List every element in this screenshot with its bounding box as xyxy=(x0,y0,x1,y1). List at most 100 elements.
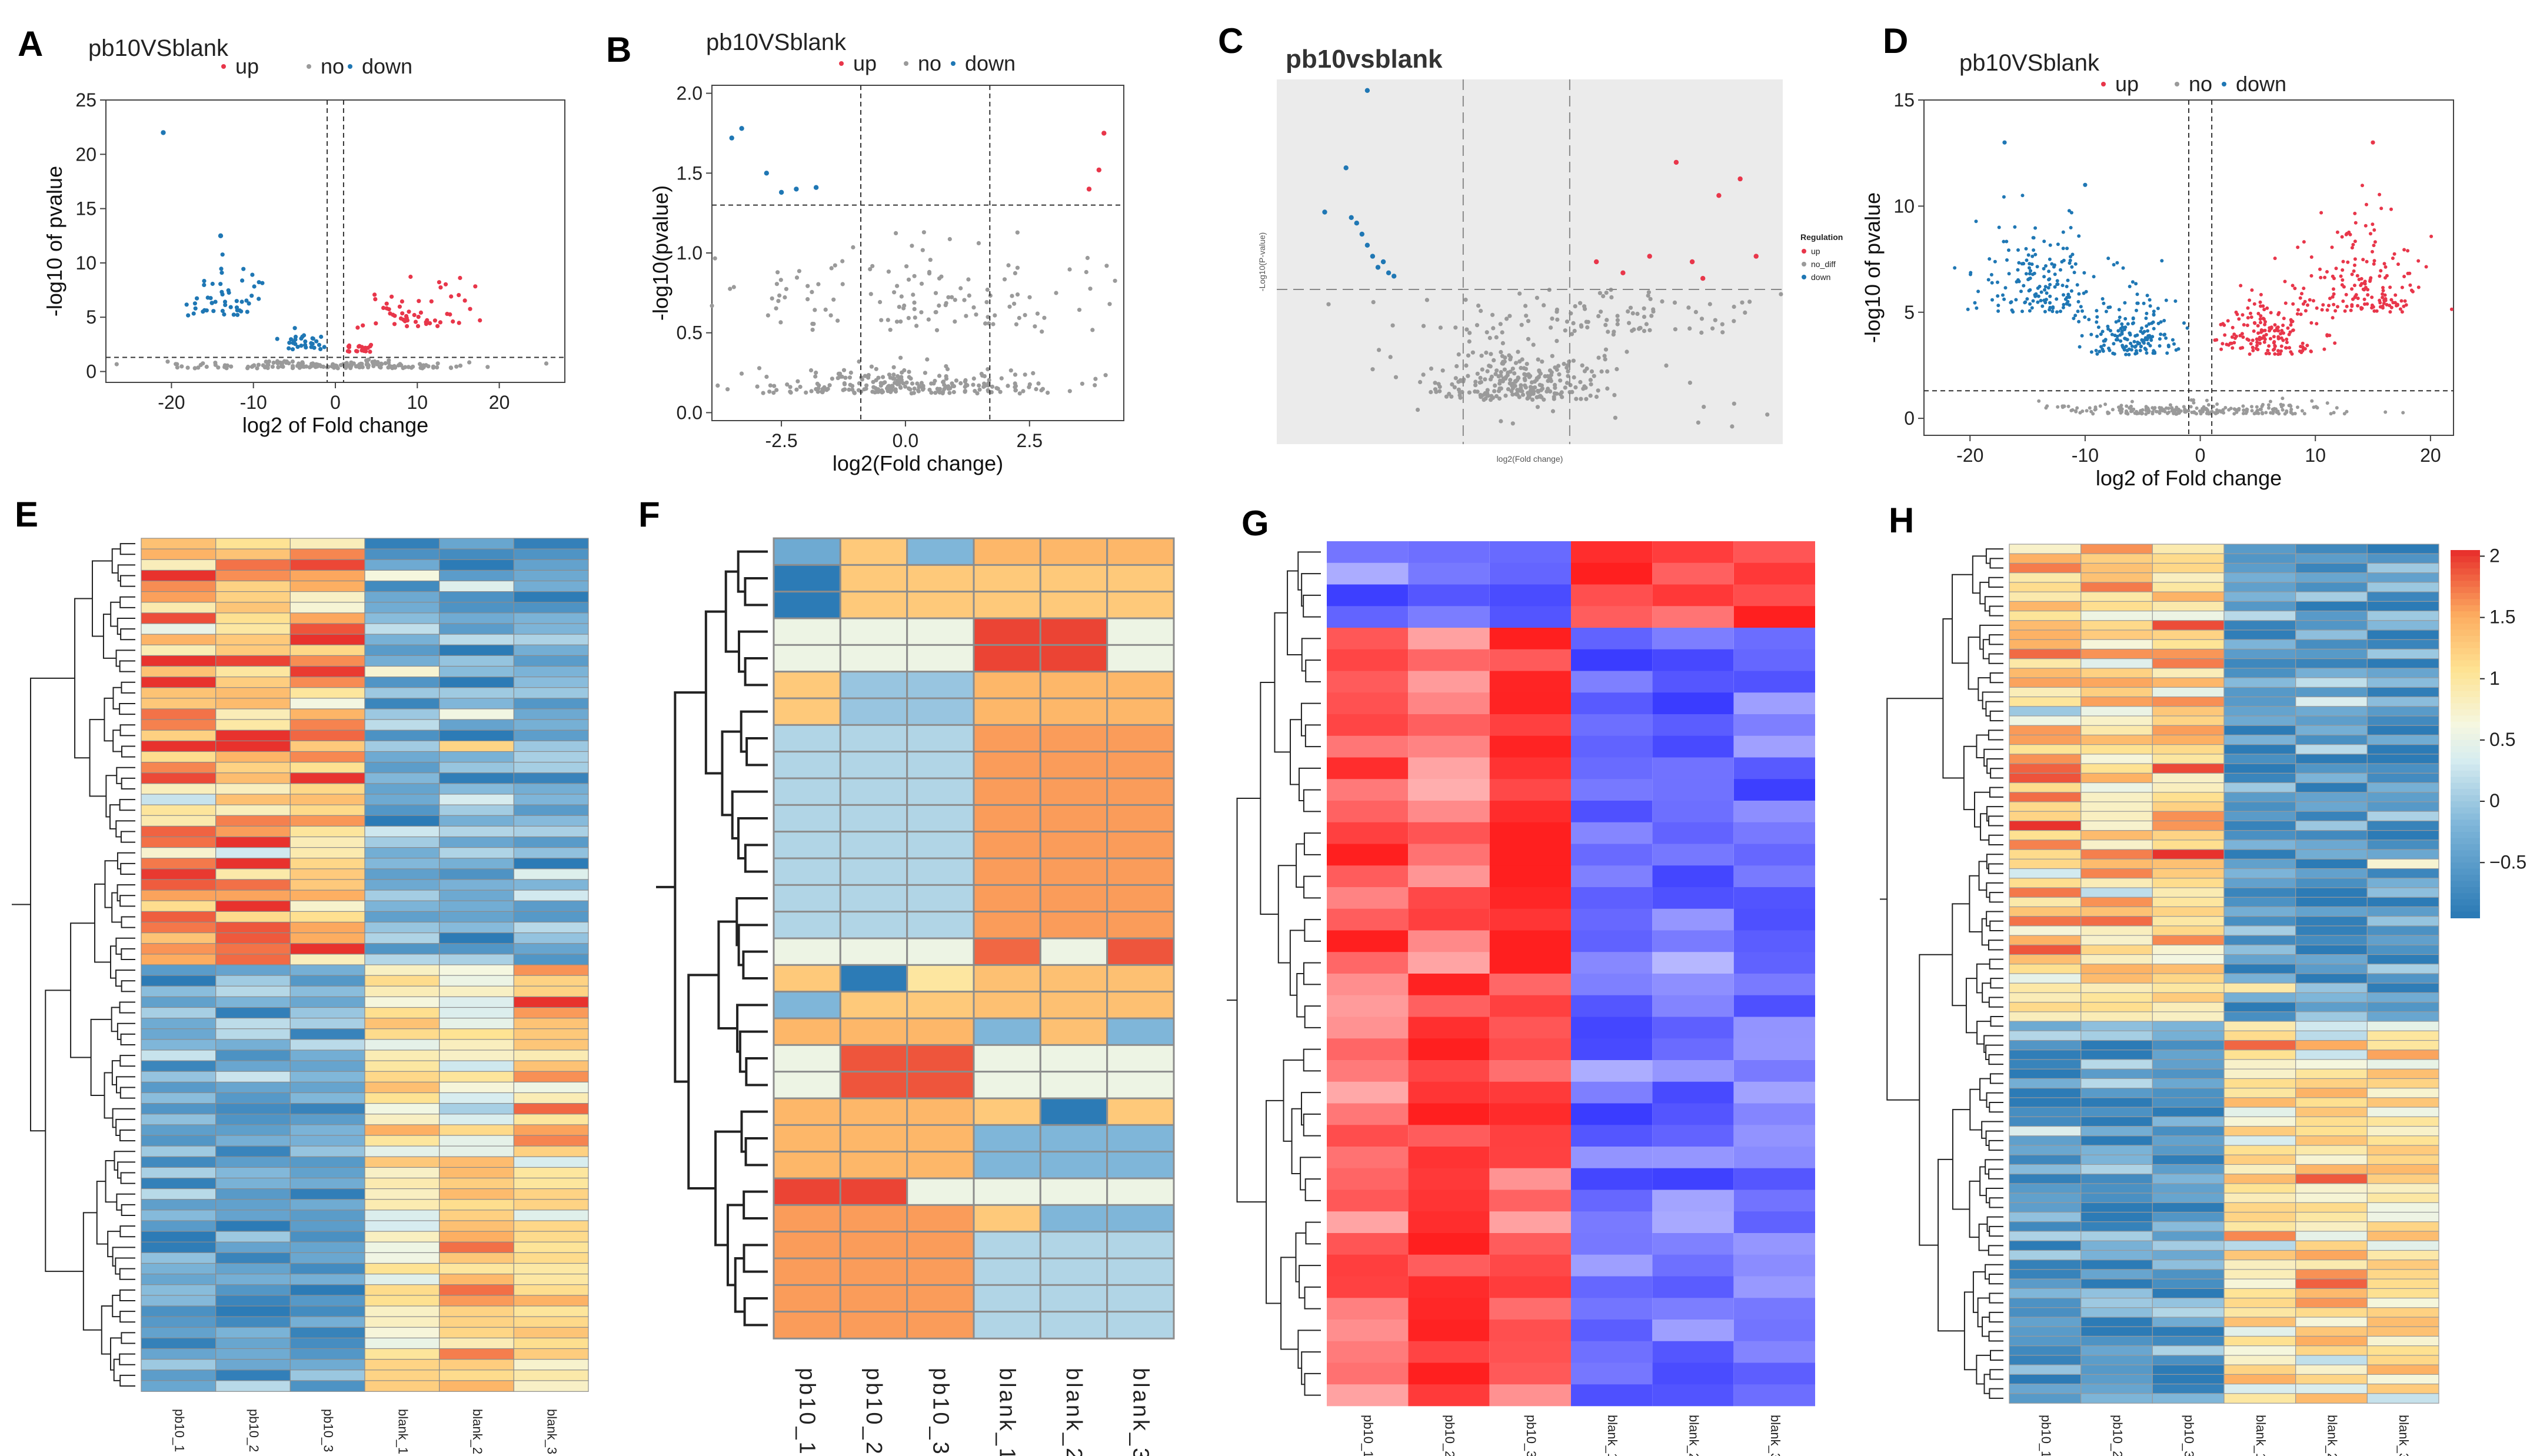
point-up xyxy=(345,349,350,354)
heatmap-cell xyxy=(2009,1240,2082,1251)
point-no_diff xyxy=(1580,363,1584,368)
heatmap-cell xyxy=(2152,1260,2225,1270)
heatmap-cell xyxy=(2366,1116,2439,1127)
dendrogram-branch xyxy=(1303,789,1321,812)
point-no xyxy=(880,389,885,394)
heatmap-cell xyxy=(2223,887,2296,898)
point-no xyxy=(300,362,305,367)
dendrogram-branch xyxy=(1983,1374,1990,1394)
heatmap-cell xyxy=(2152,744,2225,755)
heatmap-cell xyxy=(1571,1254,1653,1277)
heatmap-cell xyxy=(1327,887,1409,909)
heatmap-cell xyxy=(141,900,217,912)
point-down xyxy=(2118,333,2122,337)
point-no xyxy=(2241,404,2245,408)
point-no xyxy=(304,364,309,369)
dendrogram-branch xyxy=(121,1332,135,1344)
point-up xyxy=(2353,211,2357,215)
point-up xyxy=(2332,292,2336,296)
heatmap-cell xyxy=(289,602,365,614)
point-no xyxy=(321,364,326,369)
heatmap-cell xyxy=(364,858,440,869)
heatmap-cell xyxy=(2009,1278,2082,1290)
heatmap-cell xyxy=(2223,992,2296,1003)
point-no xyxy=(869,364,874,369)
heatmap-cell xyxy=(2223,1211,2296,1222)
heatmap-cell xyxy=(2295,1335,2368,1347)
heatmap-cell xyxy=(1652,930,1734,952)
heatmap-cell xyxy=(2080,887,2153,898)
point-no xyxy=(914,324,919,328)
point-no xyxy=(999,376,1004,381)
heatmap-cell xyxy=(1652,908,1734,931)
heatmap-cell xyxy=(2080,1192,2153,1204)
heatmap-cell xyxy=(1408,779,1490,801)
point-no xyxy=(976,241,981,245)
dendrogram-branch xyxy=(1990,1350,2003,1361)
heatmap-cell xyxy=(2366,553,2439,564)
heatmap-cell xyxy=(1571,995,1653,1017)
point-up xyxy=(2267,344,2271,348)
point-up xyxy=(2259,314,2263,318)
heatmap-cell xyxy=(2009,935,2082,946)
point-no xyxy=(927,388,932,392)
point-down xyxy=(202,279,207,284)
colorbar-segment xyxy=(2451,703,2480,710)
point-up xyxy=(2371,249,2374,254)
heatmap-cell xyxy=(2080,1039,2153,1051)
point-down xyxy=(2027,289,2031,293)
y-tick-label: 10 xyxy=(75,252,96,274)
column-label: pb10_1 xyxy=(172,1409,187,1452)
point-up xyxy=(435,324,440,328)
point-down xyxy=(2077,319,2081,324)
point-down xyxy=(235,312,240,317)
point-no xyxy=(912,387,917,391)
point-no_diff xyxy=(1557,372,1562,377)
dendrogram-branch xyxy=(1301,1092,1321,1126)
point-no xyxy=(1040,387,1045,391)
point-up xyxy=(2323,275,2327,279)
point-no_diff xyxy=(1571,321,1576,326)
point-no xyxy=(731,285,736,289)
point-up xyxy=(374,321,378,326)
point-no xyxy=(179,364,184,369)
heatmap-cell xyxy=(2366,1078,2439,1089)
point-down xyxy=(2136,340,2140,344)
point-up xyxy=(2308,298,2312,302)
heatmap-cell xyxy=(2009,572,2082,583)
point-up xyxy=(2381,304,2385,308)
heatmap-cell xyxy=(1106,697,1175,727)
point-no_diff xyxy=(1594,394,1599,399)
point-down xyxy=(2046,286,2050,290)
heatmap-cell xyxy=(1733,1125,1815,1147)
heatmap-cell xyxy=(2080,839,2153,851)
heatmap-cell xyxy=(215,559,291,571)
point-no xyxy=(710,304,714,308)
point-up xyxy=(2343,309,2347,313)
heatmap-cell xyxy=(839,937,908,967)
point-down xyxy=(186,313,191,318)
heatmap-cell xyxy=(141,719,217,731)
heatmap-cell xyxy=(215,954,291,965)
heatmap-cell xyxy=(1652,584,1734,607)
heatmap-cell xyxy=(1733,930,1815,952)
point-up xyxy=(1086,186,1092,192)
heatmap-cell xyxy=(215,1316,291,1328)
point-down xyxy=(2029,269,2033,273)
point-up xyxy=(2354,293,2358,297)
heatmap-cell xyxy=(364,1124,440,1136)
point-no xyxy=(886,269,891,274)
heatmap-cell xyxy=(2223,1202,2296,1213)
heatmap-cell xyxy=(364,1359,440,1371)
heatmap-cell xyxy=(289,847,365,859)
y-tick-label: 0 xyxy=(1904,408,1915,429)
heatmap-cell xyxy=(1652,1341,1734,1363)
heatmap-cell xyxy=(2080,973,2153,984)
point-no xyxy=(2250,405,2253,409)
point-up xyxy=(381,305,386,311)
point-no xyxy=(366,363,371,368)
point-up xyxy=(2269,311,2273,315)
heatmap-cell xyxy=(1489,1298,1571,1320)
point-no_diff xyxy=(1648,296,1653,301)
point-up xyxy=(359,348,364,353)
